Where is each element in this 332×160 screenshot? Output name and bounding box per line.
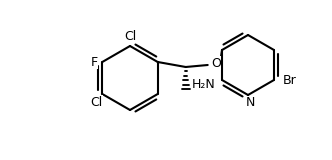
Text: F: F: [91, 56, 98, 68]
Text: Cl: Cl: [124, 29, 136, 43]
Text: Cl: Cl: [90, 96, 102, 108]
Text: Br: Br: [283, 73, 297, 87]
Text: H₂N: H₂N: [192, 77, 216, 91]
Text: O: O: [211, 56, 221, 69]
Text: N: N: [245, 96, 255, 109]
